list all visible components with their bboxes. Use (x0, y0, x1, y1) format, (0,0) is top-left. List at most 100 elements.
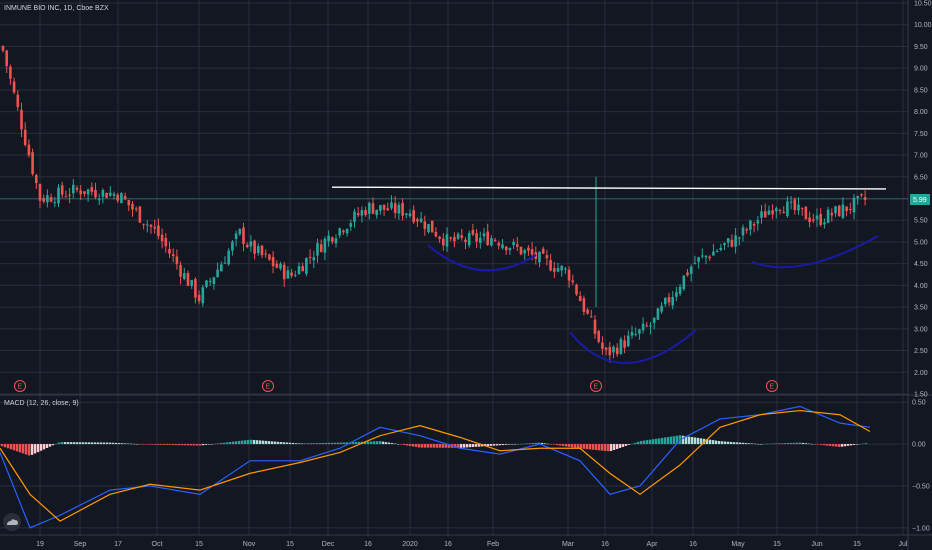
price-axis-label: 3.00 (914, 326, 928, 333)
macd-histogram-bar (627, 444, 631, 445)
time-axis-label: 15 (853, 541, 861, 548)
candle-down (545, 255, 549, 259)
candle-up (216, 269, 219, 277)
candle-down (590, 316, 593, 318)
time-axis-label: Sep (74, 541, 87, 548)
candle-down (393, 203, 397, 214)
price-axis-label: 3.50 (914, 305, 928, 312)
candle-up (120, 193, 123, 204)
candle-up (671, 297, 674, 306)
macd-histogram-bar (444, 444, 448, 448)
time-axis-label: May (731, 541, 745, 548)
candle-down (597, 331, 600, 342)
macd-histogram-bar (546, 443, 550, 445)
macd-histogram-bar (447, 444, 451, 448)
macd-histogram-bar (351, 442, 355, 445)
candle-down (793, 199, 797, 211)
candle-up (249, 241, 253, 247)
macd-histogram-bar (801, 442, 805, 445)
macd-histogram-bar (195, 444, 199, 446)
price-axis-label: 2.50 (914, 348, 928, 355)
macd-histogram-bar (486, 444, 490, 447)
macd-histogram-bar (783, 443, 787, 445)
candle-down (27, 144, 31, 156)
macd-histogram-bar (471, 444, 475, 448)
candle-down (60, 185, 64, 195)
candle-down (242, 227, 245, 244)
macd-histogram-bar (633, 442, 637, 445)
macd-histogram-bar (48, 444, 52, 447)
candle-down (752, 223, 756, 226)
macd-histogram-bar (255, 440, 259, 445)
macd-histogram-bar (774, 443, 778, 445)
rounded-bottom-arc (427, 244, 537, 272)
macd-histogram-bar (417, 444, 421, 448)
macd-histogram-bar (822, 444, 826, 446)
candle-down (75, 187, 79, 190)
candle-down (9, 66, 12, 79)
candle-up (316, 243, 319, 256)
macd-histogram-bar (291, 442, 295, 445)
macd-histogram-bar (855, 444, 859, 445)
candle-down (35, 175, 38, 183)
candle-down (1, 46, 5, 51)
macd-histogram-bar (162, 444, 166, 445)
macd-histogram-bar (3, 444, 7, 448)
candle-up (419, 218, 423, 223)
macd-histogram-bar (840, 444, 844, 447)
price-axis-label: 10.00 (914, 22, 932, 29)
candle-down (438, 236, 441, 239)
macd-histogram-bar (729, 441, 733, 445)
macd-histogram-bar (63, 442, 67, 445)
candle-down (860, 194, 863, 196)
candle-down (290, 272, 293, 276)
macd-histogram-bar (744, 443, 748, 445)
candle-down (586, 309, 589, 314)
candle-up (841, 204, 845, 218)
candle-up (345, 228, 349, 234)
candle-up (212, 277, 216, 284)
candle-down (12, 81, 16, 93)
macd-histogram-bar (864, 443, 868, 445)
candle-down (460, 235, 464, 238)
candle-up (797, 204, 800, 211)
candle-up (220, 264, 223, 272)
candle-down (504, 246, 508, 251)
time-axis-label: Mar (562, 541, 575, 548)
macd-histogram-bar (621, 444, 625, 447)
macd-histogram-bar (714, 440, 718, 445)
macd-histogram-bar (135, 443, 139, 445)
candle-up (86, 189, 90, 195)
candle-down (79, 190, 82, 195)
macd-histogram-bar (426, 444, 430, 448)
macd-histogram-bar (399, 444, 403, 445)
candle-down (567, 269, 571, 281)
candle-up (57, 187, 60, 204)
candle-down (442, 238, 445, 246)
candle-down (268, 254, 271, 260)
candle-up (238, 228, 242, 235)
macd-histogram-bar (732, 442, 736, 445)
macd-histogram-bar (189, 444, 193, 446)
macd-histogram-bar (408, 444, 412, 446)
macd-histogram-bar (858, 444, 862, 445)
macd-histogram-bar (516, 444, 520, 445)
time-axis-label: 17 (114, 541, 122, 548)
macd-histogram-bar (708, 439, 712, 445)
candle-up (719, 247, 723, 250)
candle-up (72, 184, 75, 194)
macd-histogram-bar (183, 444, 187, 446)
macd-histogram-bar (168, 444, 172, 446)
tradingview-logo[interactable] (3, 513, 21, 531)
macd-histogram-bar (123, 443, 127, 445)
candle-down (194, 279, 197, 298)
macd-histogram-bar (612, 444, 616, 451)
earnings-icon (590, 380, 602, 392)
macd-histogram-bar (456, 444, 460, 448)
candle-down (83, 191, 86, 194)
macd-histogram-bar (792, 442, 796, 445)
macd-histogram-bar (384, 442, 388, 445)
candle-up (634, 334, 637, 336)
macd-histogram-bar (630, 443, 634, 445)
